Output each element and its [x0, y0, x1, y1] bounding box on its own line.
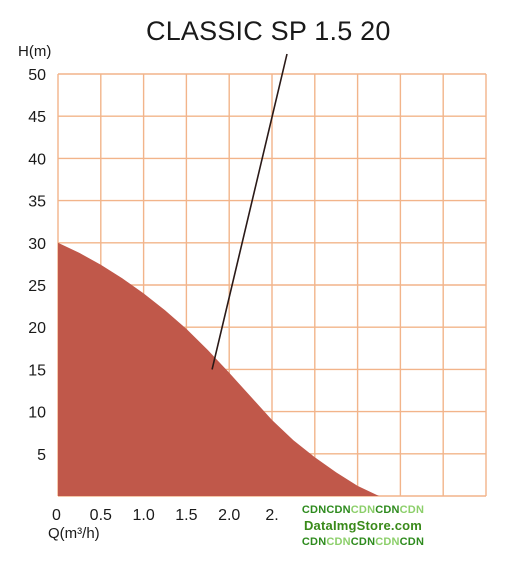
- y-tick-label: 50: [28, 67, 46, 84]
- y-tick-label: 45: [28, 109, 46, 126]
- x-tick-label: 2.0: [218, 507, 240, 524]
- y-tick-label: 30: [28, 236, 46, 253]
- y-tick-label: 10: [28, 405, 46, 422]
- x-tick-label: 1.5: [175, 507, 197, 524]
- annotation-pointer-line: [211, 53, 288, 370]
- y-tick-label: 15: [28, 362, 46, 379]
- y-axis-label: H(m): [18, 43, 51, 60]
- x-tick-label: 0.5: [90, 507, 112, 524]
- y-tick-label: 40: [28, 151, 46, 168]
- watermark-row-bottom: CDNCDNCDNCDNCDN: [301, 536, 425, 548]
- x-tick-label: 0: [52, 507, 61, 524]
- x-tick-label: 2.: [265, 507, 278, 524]
- performance-area: [58, 242, 379, 496]
- y-tick-label: 20: [28, 320, 46, 337]
- y-tick-labels: 5 10 15 20 25 30 35 40 45 50: [28, 67, 46, 464]
- chart-title: CLASSIC SP 1.5 20: [146, 16, 391, 46]
- watermark-row-top: CDNCDNCDNCDNCDN: [301, 504, 425, 516]
- watermark-site-name: DataImgStore.com: [303, 518, 423, 533]
- x-tick-labels: 0 0.5 1.0 1.5 2.0 2.: [52, 507, 279, 524]
- y-tick-label: 35: [28, 194, 46, 211]
- x-axis-label: Q(m³/h): [48, 525, 100, 542]
- y-tick-label: 25: [28, 278, 46, 295]
- y-tick-label: 5: [37, 447, 46, 464]
- area-fill: [58, 242, 379, 496]
- x-tick-label: 1.0: [132, 507, 154, 524]
- watermark: CDNCDNCDNCDNCDN DataImgStore.com CDNCDNC…: [283, 503, 443, 559]
